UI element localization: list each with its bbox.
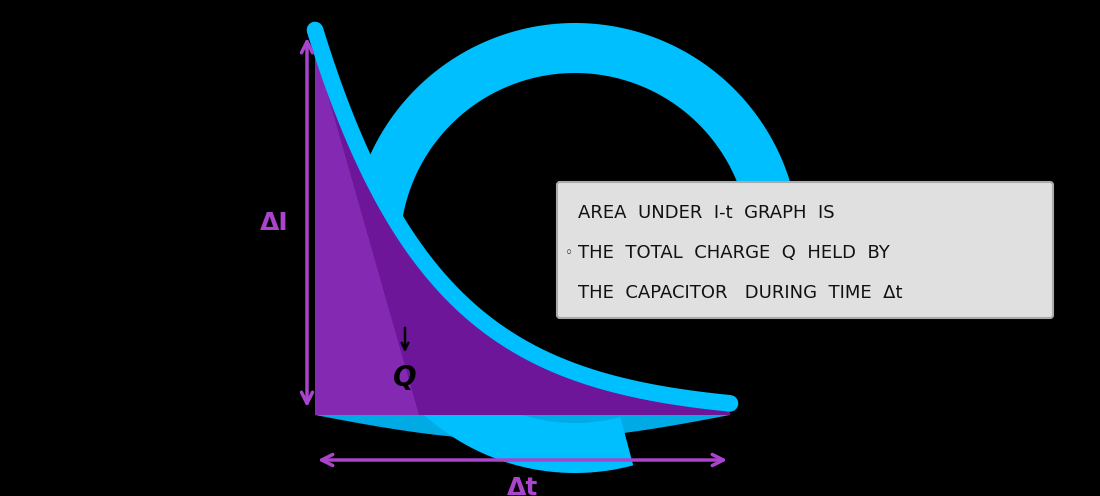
Polygon shape [315, 415, 730, 440]
Polygon shape [754, 231, 796, 283]
Polygon shape [315, 50, 419, 415]
Text: THE  TOTAL  CHARGE  Q  HELD  BY: THE TOTAL CHARGE Q HELD BY [578, 244, 890, 262]
Polygon shape [315, 30, 730, 415]
Text: Q: Q [393, 364, 417, 392]
Polygon shape [315, 30, 730, 415]
Text: Δt: Δt [507, 476, 538, 496]
Text: AREA  UNDER  I-t  GRAPH  IS: AREA UNDER I-t GRAPH IS [578, 204, 835, 222]
Text: ◦: ◦ [565, 246, 573, 260]
FancyBboxPatch shape [557, 182, 1053, 318]
Text: THE  CAPACITOR   DURING  TIME  Δt: THE CAPACITOR DURING TIME Δt [578, 284, 902, 302]
Text: ΔI: ΔI [261, 210, 289, 235]
Polygon shape [350, 23, 800, 473]
